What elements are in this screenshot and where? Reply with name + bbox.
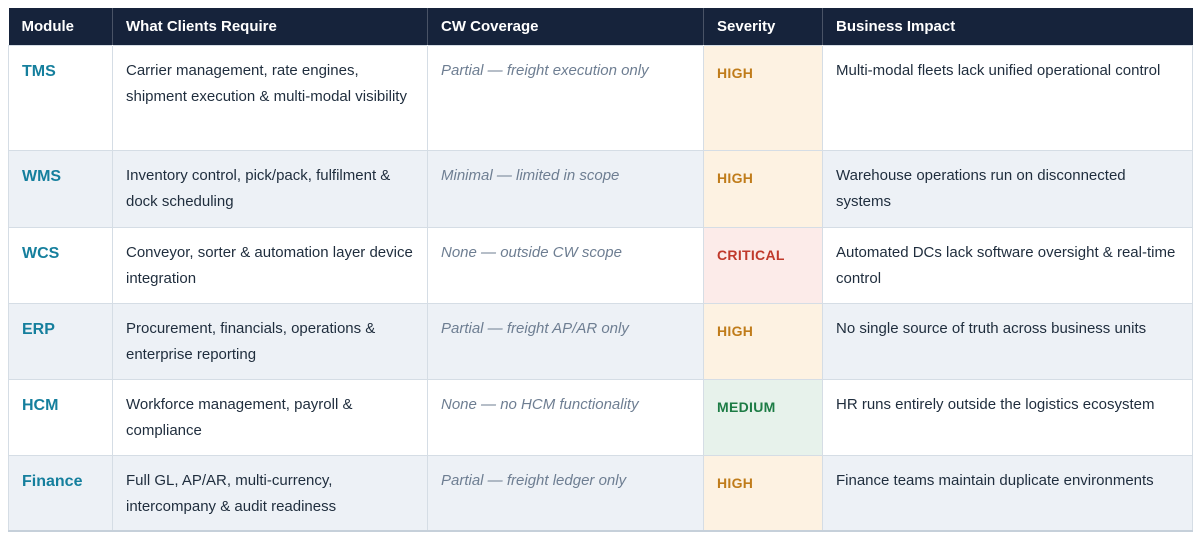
severity-badge-cell: MEDIUM [703,378,823,456]
module-cell: Finance [8,454,113,532]
table-header: Module What Clients Require CW Coverage … [8,8,1193,45]
table-row: TMS Carrier management, rate engines, sh… [8,44,1193,151]
column-header-cw-coverage: CW Coverage [427,8,704,45]
module-cell: WCS [8,226,113,304]
table-row: HCM Workforce management, payroll & comp… [8,378,1193,456]
business-impact-cell: HR runs entirely outside the logistics e… [822,378,1193,456]
table-row: ERP Procurement, financials, operations … [8,302,1193,380]
requirements-cell: Full GL, AP/AR, multi-currency, intercom… [112,454,428,532]
requirements-cell: Procurement, financials, operations & en… [112,302,428,380]
table-row: Finance Full GL, AP/AR, multi-currency, … [8,454,1193,532]
cw-coverage-cell: Minimal — limited in scope [427,149,704,228]
severity-badge-cell: HIGH [703,149,823,228]
header-row: Module What Clients Require CW Coverage … [8,8,1193,45]
requirements-cell: Conveyor, sorter & automation layer devi… [112,226,428,304]
table-body: TMS Carrier management, rate engines, sh… [8,44,1193,532]
cw-coverage-cell: None — no HCM functionality [427,378,704,456]
severity-badge-cell: HIGH [703,302,823,380]
module-cell: ERP [8,302,113,380]
module-cell: HCM [8,378,113,456]
module-coverage-table-container: Module What Clients Require CW Coverage … [8,8,1193,532]
column-header-what-clients-require: What Clients Require [112,8,428,45]
column-header-business-impact: Business Impact [822,8,1193,45]
severity-badge-cell: CRITICAL [703,226,823,304]
business-impact-cell: Automated DCs lack software oversight & … [822,226,1193,304]
requirements-cell: Inventory control, pick/pack, fulfilment… [112,149,428,228]
severity-badge-cell: HIGH [703,454,823,532]
requirements-cell: Workforce management, payroll & complian… [112,378,428,456]
severity-badge-cell: HIGH [703,44,823,151]
column-header-severity: Severity [703,8,823,45]
requirements-cell: Carrier management, rate engines, shipme… [112,44,428,151]
cw-coverage-cell: Partial — freight execution only [427,44,704,151]
cw-coverage-cell: None — outside CW scope [427,226,704,304]
module-coverage-table: Module What Clients Require CW Coverage … [8,8,1193,532]
cw-coverage-cell: Partial — freight AP/AR only [427,302,704,380]
business-impact-cell: Multi-modal fleets lack unified operatio… [822,44,1193,151]
business-impact-cell: Finance teams maintain duplicate environ… [822,454,1193,532]
business-impact-cell: No single source of truth across busines… [822,302,1193,380]
table-row: WCS Conveyor, sorter & automation layer … [8,226,1193,304]
business-impact-cell: Warehouse operations run on disconnected… [822,149,1193,228]
cw-coverage-cell: Partial — freight ledger only [427,454,704,532]
column-header-module: Module [8,8,113,45]
table-row: WMS Inventory control, pick/pack, fulfil… [8,149,1193,228]
module-cell: TMS [8,44,113,151]
module-cell: WMS [8,149,113,228]
